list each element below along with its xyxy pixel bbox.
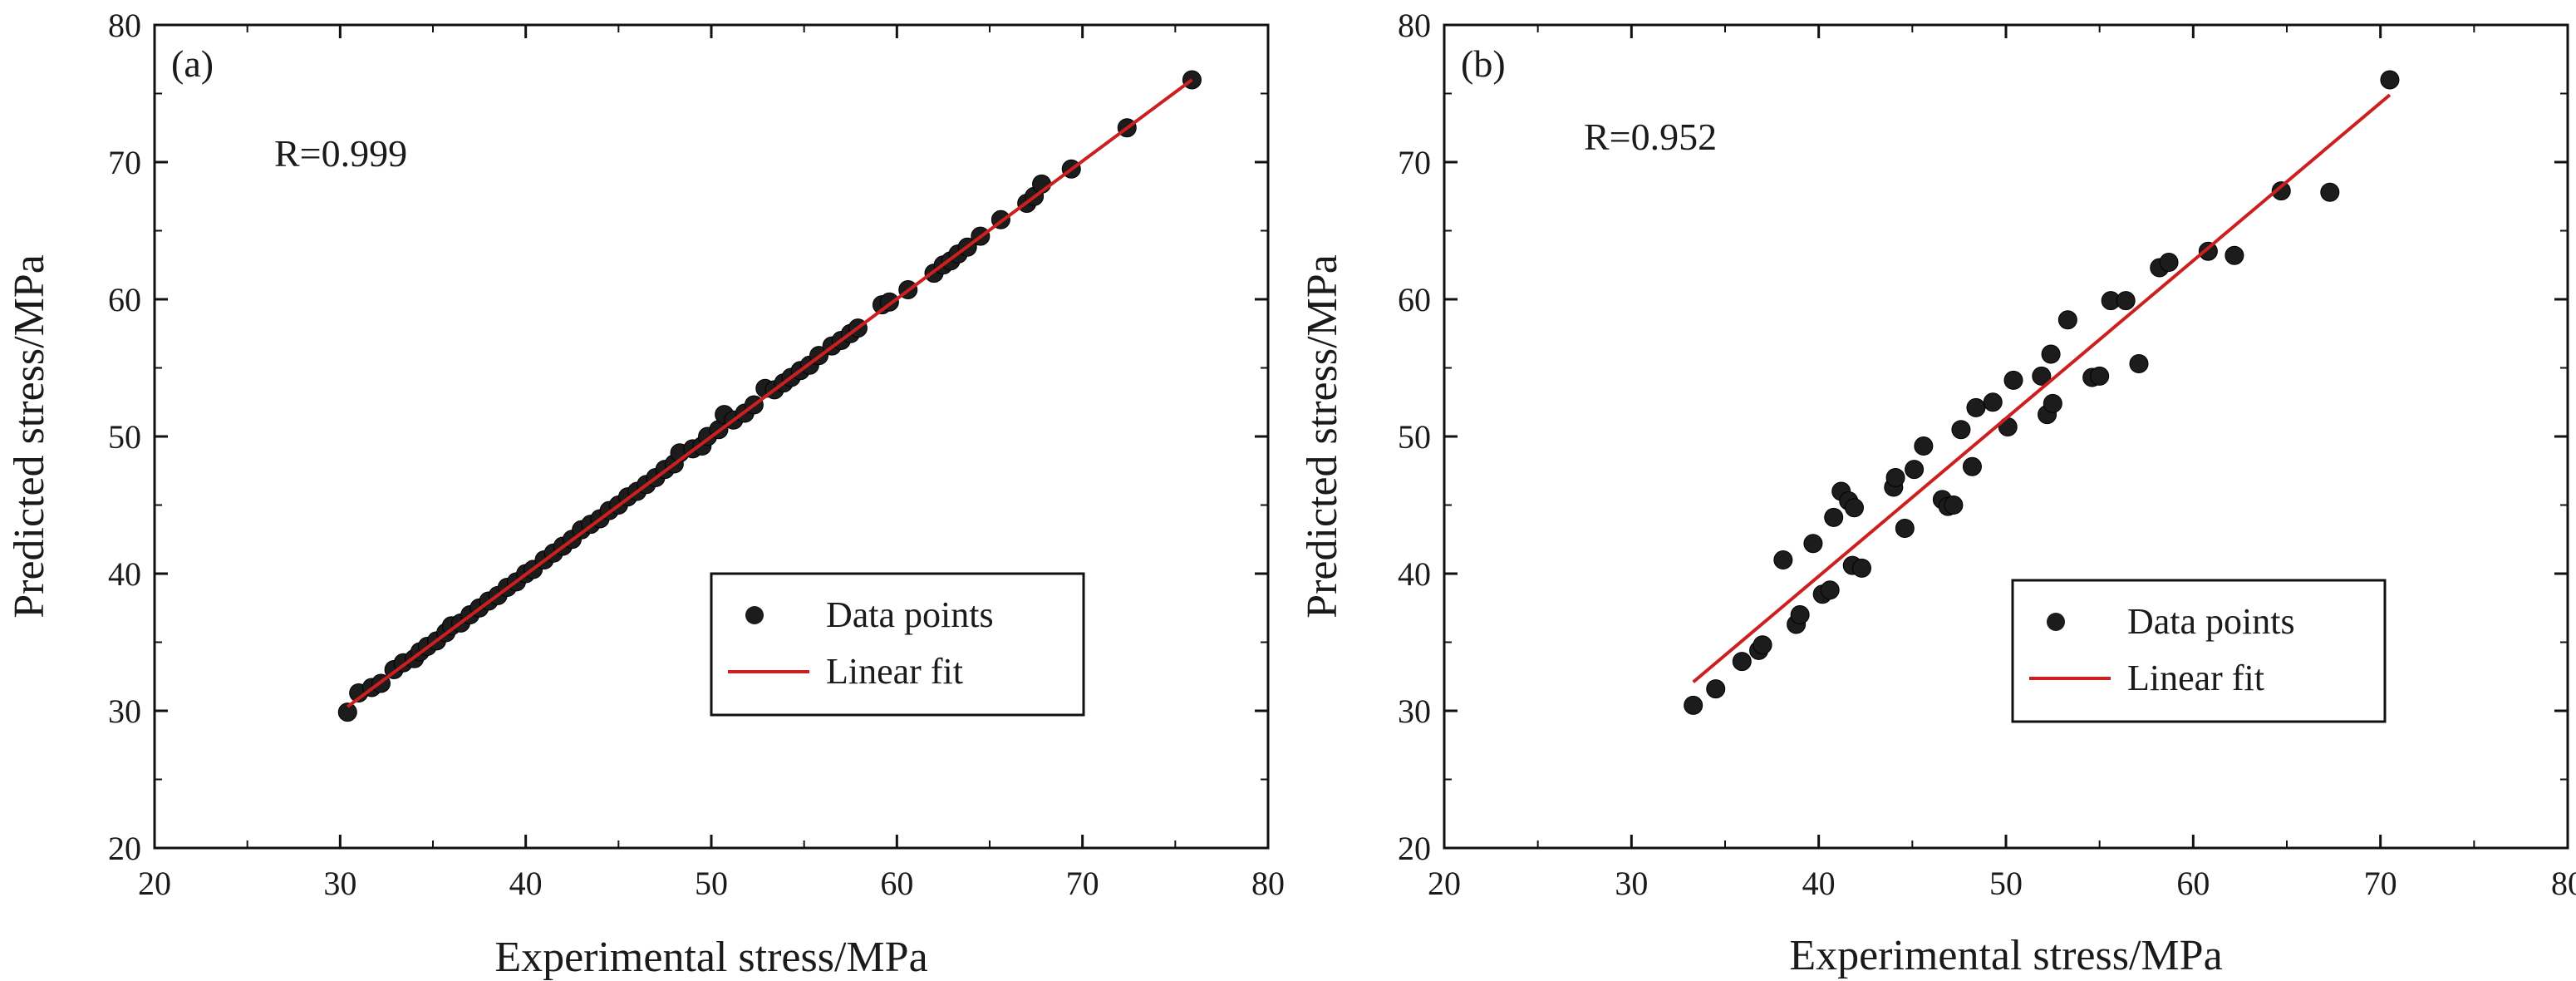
y-tick-label: 60 <box>108 281 141 318</box>
data-point <box>2041 344 2061 364</box>
data-point <box>2271 181 2291 201</box>
x-tick-label: 80 <box>2551 865 2576 902</box>
data-point <box>2057 310 2077 330</box>
data-point <box>2116 291 2136 311</box>
legend-box <box>710 572 1085 717</box>
data-point <box>1885 468 1905 487</box>
data-point <box>1895 519 1915 539</box>
x-tick-label: 60 <box>880 865 913 902</box>
data-point <box>2090 366 2110 386</box>
data-point <box>2129 354 2149 374</box>
y-tick-label: 80 <box>108 7 141 44</box>
x-axis-title: Experimental stress/MPa <box>494 934 927 981</box>
data-point <box>1753 635 1772 655</box>
x-tick-label: 40 <box>1802 865 1836 902</box>
legend-marker-data-points <box>745 606 764 624</box>
legend-label-data-points: Data points <box>2127 601 2295 642</box>
x-tick-label: 20 <box>1428 865 1461 902</box>
y-tick-label: 30 <box>108 693 141 730</box>
x-tick-label: 30 <box>1615 865 1648 902</box>
data-point <box>1706 679 1726 699</box>
x-axis-title: Experimental stress/MPa <box>1789 932 2222 979</box>
data-point <box>1944 495 1964 515</box>
x-tick-label: 20 <box>138 865 171 902</box>
data-point <box>337 702 357 722</box>
x-tick-label: 40 <box>509 865 543 902</box>
x-tick-label: 70 <box>1066 865 1099 902</box>
legend-marker-data-points <box>2047 613 2065 631</box>
data-point <box>1983 392 2003 412</box>
y-tick-label: 70 <box>108 144 141 181</box>
data-point <box>2320 182 2340 202</box>
data-point <box>1905 460 1925 480</box>
data-point <box>1844 498 1864 518</box>
y-tick-label: 20 <box>108 830 141 867</box>
y-tick-label: 30 <box>1398 693 1431 730</box>
y-tick-label: 40 <box>1398 555 1431 593</box>
legend: Data points Linear fit <box>2011 579 2387 723</box>
data-point <box>1824 507 1844 527</box>
x-tick-label: 50 <box>695 865 728 902</box>
chart-panel-b: 20 30 40 50 60 70 80 20 30 40 50 60 70 80 Experimental… <box>1299 7 2576 979</box>
data-point <box>2032 366 2052 386</box>
data-point <box>1790 605 1810 624</box>
data-point <box>1966 397 1986 417</box>
panel-label: (b) <box>1461 42 1506 85</box>
data-point <box>1951 420 1971 440</box>
y-axis-title: Predicted stress/MPa <box>6 254 53 619</box>
y-tick-label: 50 <box>108 418 141 456</box>
y-tick-label: 50 <box>1398 418 1431 456</box>
x-tick-label: 60 <box>2176 865 2210 902</box>
y-tick-label: 70 <box>1398 144 1431 181</box>
data-point <box>2198 241 2218 261</box>
x-tick-label: 50 <box>1989 865 2023 902</box>
data-point <box>1732 652 1752 672</box>
legend-label-data-points: Data points <box>826 594 994 635</box>
data-point <box>2159 252 2179 272</box>
y-tick-label: 80 <box>1398 7 1431 44</box>
data-point <box>1684 695 1703 715</box>
data-point <box>1914 436 1934 456</box>
data-point <box>2380 70 2400 90</box>
y-axis-title: Predicted stress/MPa <box>1299 254 1346 619</box>
data-point <box>1773 550 1793 569</box>
y-tick-label: 60 <box>1398 281 1431 318</box>
x-tick-label: 30 <box>323 865 356 902</box>
r-value-annotation: R=0.952 <box>1584 116 1717 158</box>
data-point <box>2043 393 2062 413</box>
legend-box <box>2011 579 2387 723</box>
r-value-annotation: R=0.999 <box>274 132 407 175</box>
panel-label: (a) <box>171 42 214 85</box>
data-point <box>1962 456 1982 476</box>
data-point <box>1803 534 1823 554</box>
linear-fit-line <box>347 78 1193 708</box>
legend: Data points Linear fit <box>710 572 1085 717</box>
data-point <box>1820 580 1840 600</box>
data-point <box>2003 370 2023 390</box>
legend-label-linear-fit: Linear fit <box>2127 658 2264 698</box>
chart-panel-a: 20 30 40 50 60 70 80 20 30 40 50 60 70 80 Experimental… <box>6 7 1285 981</box>
legend-label-linear-fit: Linear fit <box>826 651 963 692</box>
data-point <box>2225 245 2244 265</box>
data-point <box>1851 558 1871 578</box>
linear-fit-line <box>1692 93 2392 683</box>
y-tick-label: 20 <box>1398 830 1431 867</box>
x-tick-label: 70 <box>2364 865 2397 902</box>
y-tick-label: 40 <box>108 555 141 593</box>
x-tick-label: 80 <box>1251 865 1285 902</box>
